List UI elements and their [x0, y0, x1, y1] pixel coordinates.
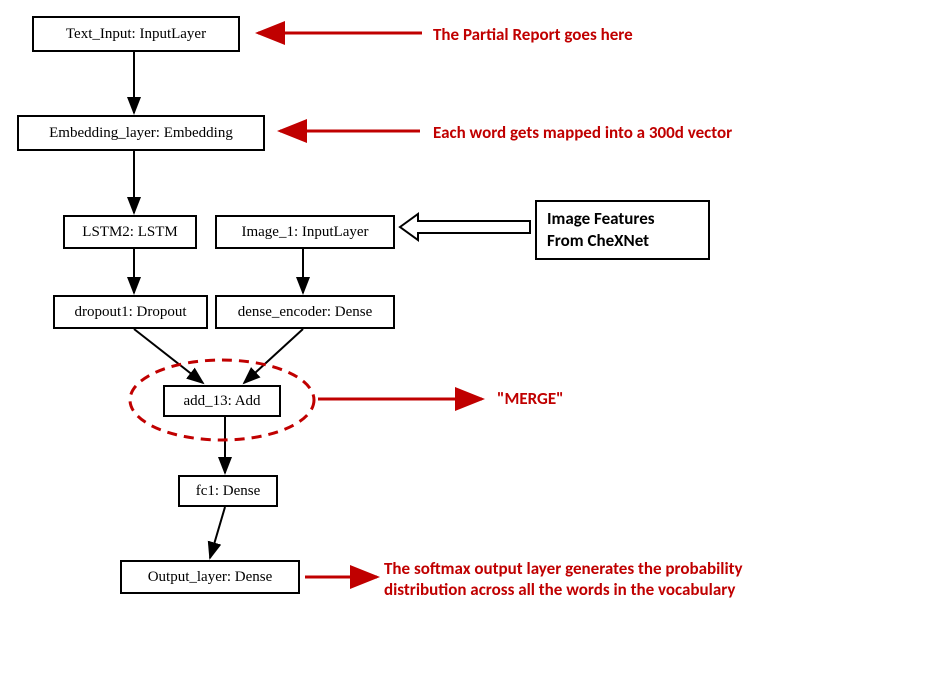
node-label: Text_Input: InputLayer: [66, 26, 206, 43]
node-text-input: Text_Input: InputLayer: [32, 16, 240, 52]
node-label: dense_encoder: Dense: [238, 304, 373, 321]
node-label: dropout1: Dropout: [74, 304, 186, 321]
annotation-partial-report: The Partial Report goes here: [433, 24, 633, 45]
feature-line2: From CheXNet: [547, 230, 698, 252]
node-fc1: fc1: Dense: [178, 475, 278, 507]
annotation-merge: "MERGE": [497, 388, 564, 409]
node-label: Image_1: InputLayer: [241, 224, 368, 241]
node-add13: add_13: Add: [163, 385, 281, 417]
hollow-arrow-icon: [400, 214, 530, 240]
feature-box: Image Features From CheXNet: [535, 200, 710, 260]
annotation-text: The Partial Report goes here: [433, 24, 633, 45]
node-label: fc1: Dense: [196, 483, 261, 500]
flow-arrow: [244, 329, 303, 383]
annotation-text: "MERGE": [497, 388, 564, 409]
node-output: Output_layer: Dense: [120, 560, 300, 594]
annotation-text: Each word gets mapped into a 300d vector: [433, 122, 732, 143]
flow-arrow: [210, 507, 225, 558]
flow-arrow: [134, 329, 203, 383]
node-label: add_13: Add: [183, 393, 260, 410]
node-lstm2: LSTM2: LSTM: [63, 215, 197, 249]
node-label: LSTM2: LSTM: [82, 224, 177, 241]
annotation-embedding: Each word gets mapped into a 300d vector: [433, 122, 732, 143]
node-dense-encoder: dense_encoder: Dense: [215, 295, 395, 329]
node-embedding: Embedding_layer: Embedding: [17, 115, 265, 151]
node-dropout1: dropout1: Dropout: [53, 295, 208, 329]
node-label: Embedding_layer: Embedding: [49, 125, 233, 142]
node-label: Output_layer: Dense: [148, 569, 273, 586]
annotation-softmax: The softmax output layer generates the p…: [384, 558, 814, 601]
node-image1: Image_1: InputLayer: [215, 215, 395, 249]
feature-line1: Image Features: [547, 208, 698, 230]
annotation-text: The softmax output layer generates the p…: [384, 558, 743, 600]
